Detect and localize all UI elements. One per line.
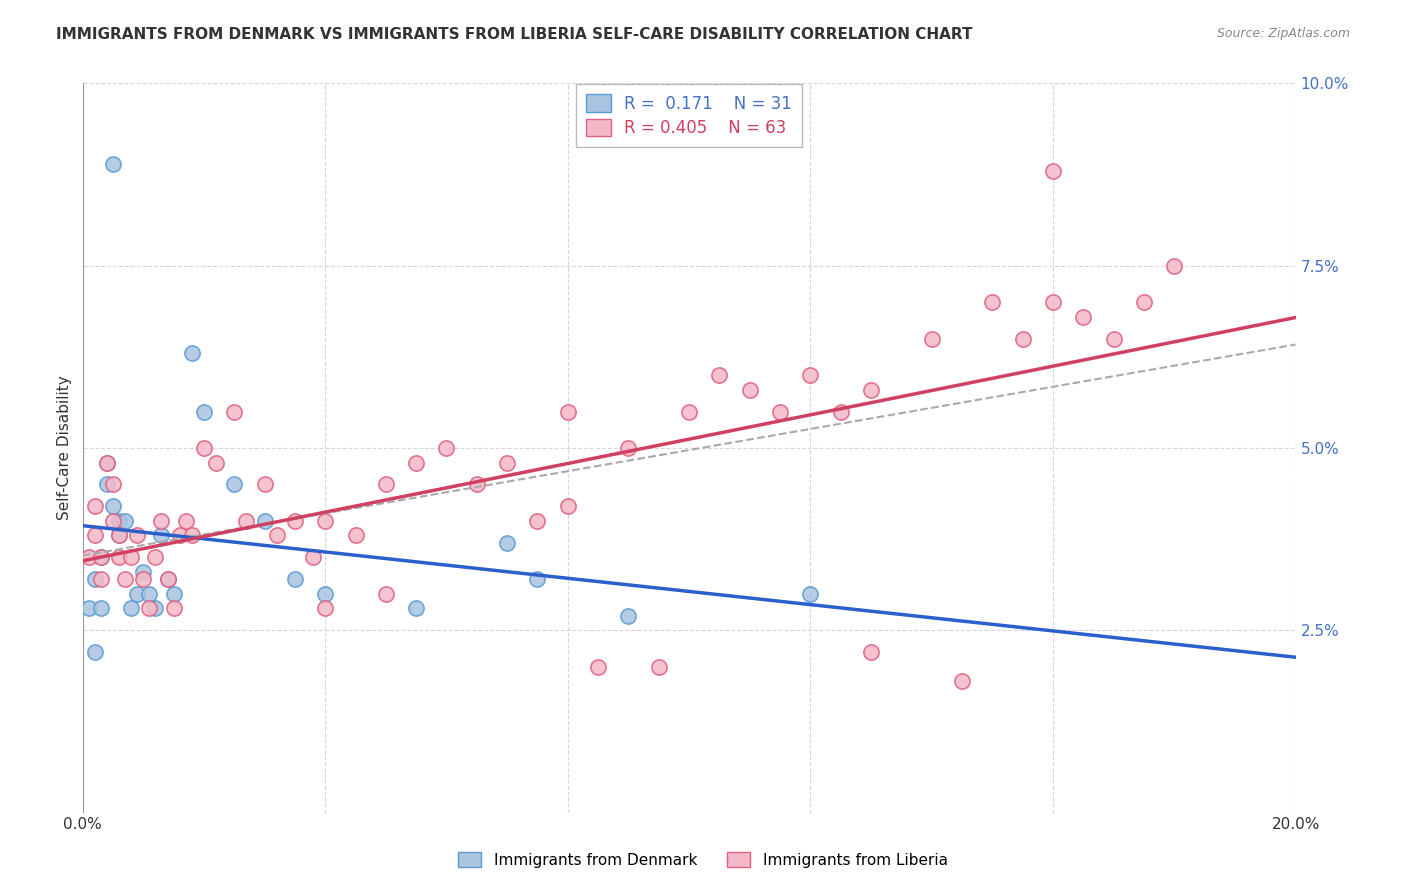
Legend: Immigrants from Denmark, Immigrants from Liberia: Immigrants from Denmark, Immigrants from… — [451, 844, 955, 875]
Point — [90, 550, 112, 565]
Point — [496, 535, 519, 549]
Point — [557, 404, 579, 418]
Point — [1071, 310, 1094, 324]
Point — [180, 346, 202, 360]
Point — [90, 572, 112, 586]
Legend: R =  0.171    N = 31, R = 0.405    N = 63: R = 0.171 N = 31, R = 0.405 N = 63 — [576, 85, 803, 147]
Point — [83, 572, 105, 586]
Point — [405, 456, 427, 470]
Text: Source: ZipAtlas.com: Source: ZipAtlas.com — [1216, 27, 1350, 40]
Point — [101, 477, 124, 491]
Point — [284, 514, 307, 528]
Point — [1163, 259, 1185, 273]
Point — [738, 383, 761, 397]
Point — [830, 404, 852, 418]
Point — [374, 477, 396, 491]
Point — [114, 572, 136, 586]
Point — [101, 514, 124, 528]
Point — [114, 514, 136, 528]
Point — [302, 550, 325, 565]
Point — [617, 608, 640, 623]
Point — [314, 601, 336, 615]
Point — [648, 659, 671, 673]
Point — [496, 456, 519, 470]
Point — [235, 514, 257, 528]
Point — [950, 674, 973, 689]
Point — [526, 514, 548, 528]
Point — [127, 528, 149, 542]
Point — [132, 572, 155, 586]
Point — [860, 383, 883, 397]
Point — [96, 477, 118, 491]
Point — [162, 587, 184, 601]
Point — [253, 514, 276, 528]
Y-axis label: Self-Care Disability: Self-Care Disability — [58, 376, 72, 520]
Point — [1042, 295, 1064, 310]
Point — [1133, 295, 1156, 310]
Point — [108, 528, 131, 542]
Point — [108, 514, 131, 528]
Point — [586, 659, 609, 673]
Point — [77, 601, 100, 615]
Point — [174, 514, 197, 528]
Point — [156, 572, 179, 586]
Text: IMMIGRANTS FROM DENMARK VS IMMIGRANTS FROM LIBERIA SELF-CARE DISABILITY CORRELAT: IMMIGRANTS FROM DENMARK VS IMMIGRANTS FR… — [56, 27, 973, 42]
Point — [156, 572, 179, 586]
Point — [224, 477, 246, 491]
Point — [108, 550, 131, 565]
Point — [180, 528, 202, 542]
Point — [374, 587, 396, 601]
Point — [436, 441, 458, 455]
Point — [526, 572, 548, 586]
Point — [96, 456, 118, 470]
Point — [120, 550, 142, 565]
Point — [77, 550, 100, 565]
Point — [150, 514, 173, 528]
Point — [101, 500, 124, 514]
Point — [83, 528, 105, 542]
Point — [678, 404, 700, 418]
Point — [120, 601, 142, 615]
Point — [981, 295, 1004, 310]
Point — [90, 601, 112, 615]
Point — [138, 601, 160, 615]
Point — [83, 645, 105, 659]
Point — [405, 601, 427, 615]
Point — [557, 500, 579, 514]
Point — [162, 601, 184, 615]
Point — [465, 477, 488, 491]
Point — [150, 528, 173, 542]
Point — [799, 368, 821, 382]
Point — [96, 456, 118, 470]
Point — [224, 404, 246, 418]
Point — [127, 587, 149, 601]
Point — [169, 528, 191, 542]
Point — [617, 441, 640, 455]
Point — [860, 645, 883, 659]
Point — [132, 565, 155, 579]
Point — [921, 332, 943, 346]
Point — [145, 601, 167, 615]
Point — [799, 587, 821, 601]
Point — [1011, 332, 1033, 346]
Point — [266, 528, 288, 542]
Point — [193, 441, 215, 455]
Point — [769, 404, 792, 418]
Point — [83, 500, 105, 514]
Point — [138, 587, 160, 601]
Point — [344, 528, 367, 542]
Point — [145, 550, 167, 565]
Point — [284, 572, 307, 586]
Point — [709, 368, 731, 382]
Point — [314, 587, 336, 601]
Point — [253, 477, 276, 491]
Point — [1102, 332, 1125, 346]
Point — [1042, 164, 1064, 178]
Point — [193, 404, 215, 418]
Point — [314, 514, 336, 528]
Point — [108, 528, 131, 542]
Point — [205, 456, 228, 470]
Point — [90, 550, 112, 565]
Point — [101, 156, 124, 170]
